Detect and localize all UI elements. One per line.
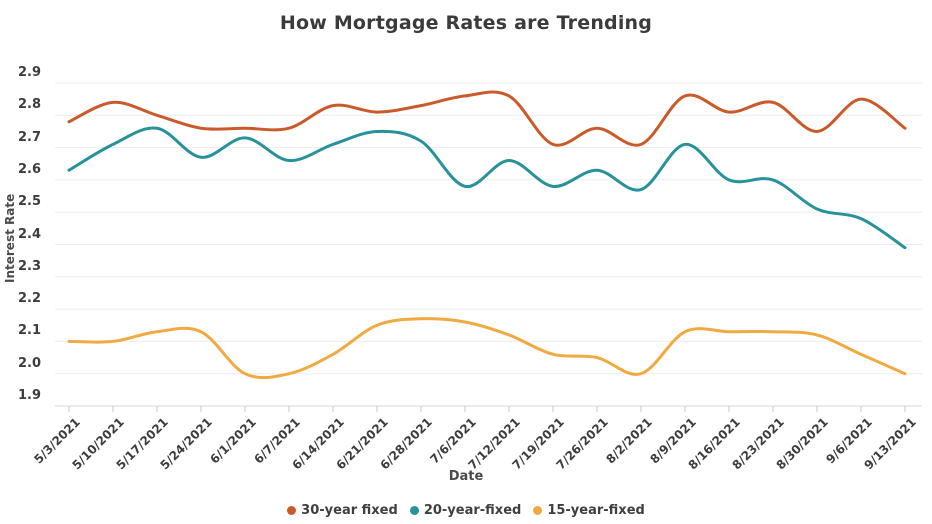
- y-tick-label: 2.3: [18, 258, 42, 274]
- x-axis-title: Date: [448, 469, 484, 484]
- legend-dot-icon: [287, 506, 297, 515]
- legend-label: 30-year fixed: [301, 503, 398, 518]
- legend: 30-year fixed 20-year-fixed 15-year-fixed: [0, 503, 932, 518]
- legend-item-15-year-fixed[interactable]: 15-year-fixed: [533, 503, 645, 518]
- y-tick-label: 2.6: [18, 161, 42, 177]
- y-tick-label: 1.9: [18, 388, 42, 403]
- legend-label: 15-year-fixed: [547, 503, 645, 518]
- y-tick-label: 2.4: [18, 226, 42, 242]
- legend-dot-icon: [409, 506, 419, 515]
- chart-title: How Mortgage Rates are Trending: [279, 12, 653, 34]
- legend-label: 20-year-fixed: [423, 503, 522, 518]
- legend-dot-icon: [533, 506, 543, 515]
- y-tick-label: 2.9: [18, 65, 42, 80]
- legend-item-20-year-fixed[interactable]: 20-year-fixed: [409, 503, 522, 518]
- y-tick-label: 2.1: [18, 323, 42, 339]
- series-line-30-year-fixed: [67, 90, 907, 147]
- series-line-15-year-fixed: [67, 317, 907, 380]
- y-tick-label: 2.7: [18, 129, 42, 145]
- legend-item-30-year-fixed[interactable]: 30-year fixed: [287, 503, 398, 518]
- y-tick-label: 2.8: [18, 97, 42, 113]
- y-tick-label: 2.0: [18, 355, 42, 371]
- series-line-20-year-fixed: [67, 126, 907, 250]
- y-tick-label: 2.5: [18, 194, 42, 210]
- y-tick-label: 2.2: [18, 291, 42, 307]
